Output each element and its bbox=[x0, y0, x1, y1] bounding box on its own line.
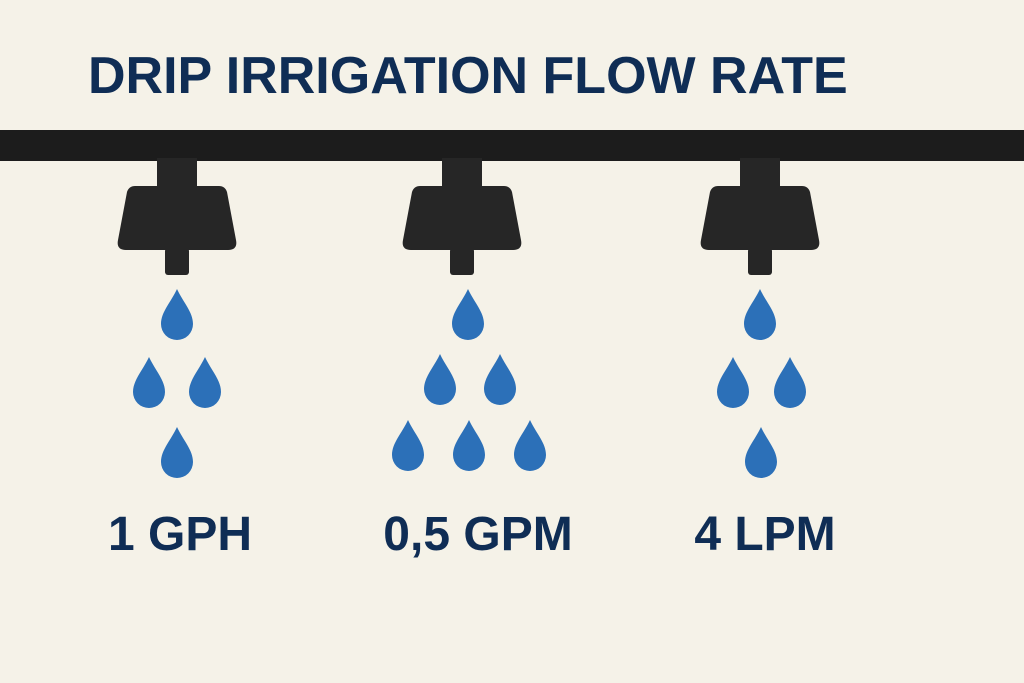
flow-label: 1 GPH bbox=[108, 508, 252, 561]
emitter: 0,5 GPM bbox=[383, 158, 573, 561]
title: DRIP IRRIGATION FLOW RATE bbox=[88, 47, 848, 105]
emitter: 1 GPH bbox=[108, 158, 252, 561]
flow-label: 0,5 GPM bbox=[383, 508, 572, 561]
flow-label: 4 LPM bbox=[694, 508, 835, 561]
pipe bbox=[0, 130, 1024, 161]
emitter: 4 LPM bbox=[694, 158, 836, 561]
